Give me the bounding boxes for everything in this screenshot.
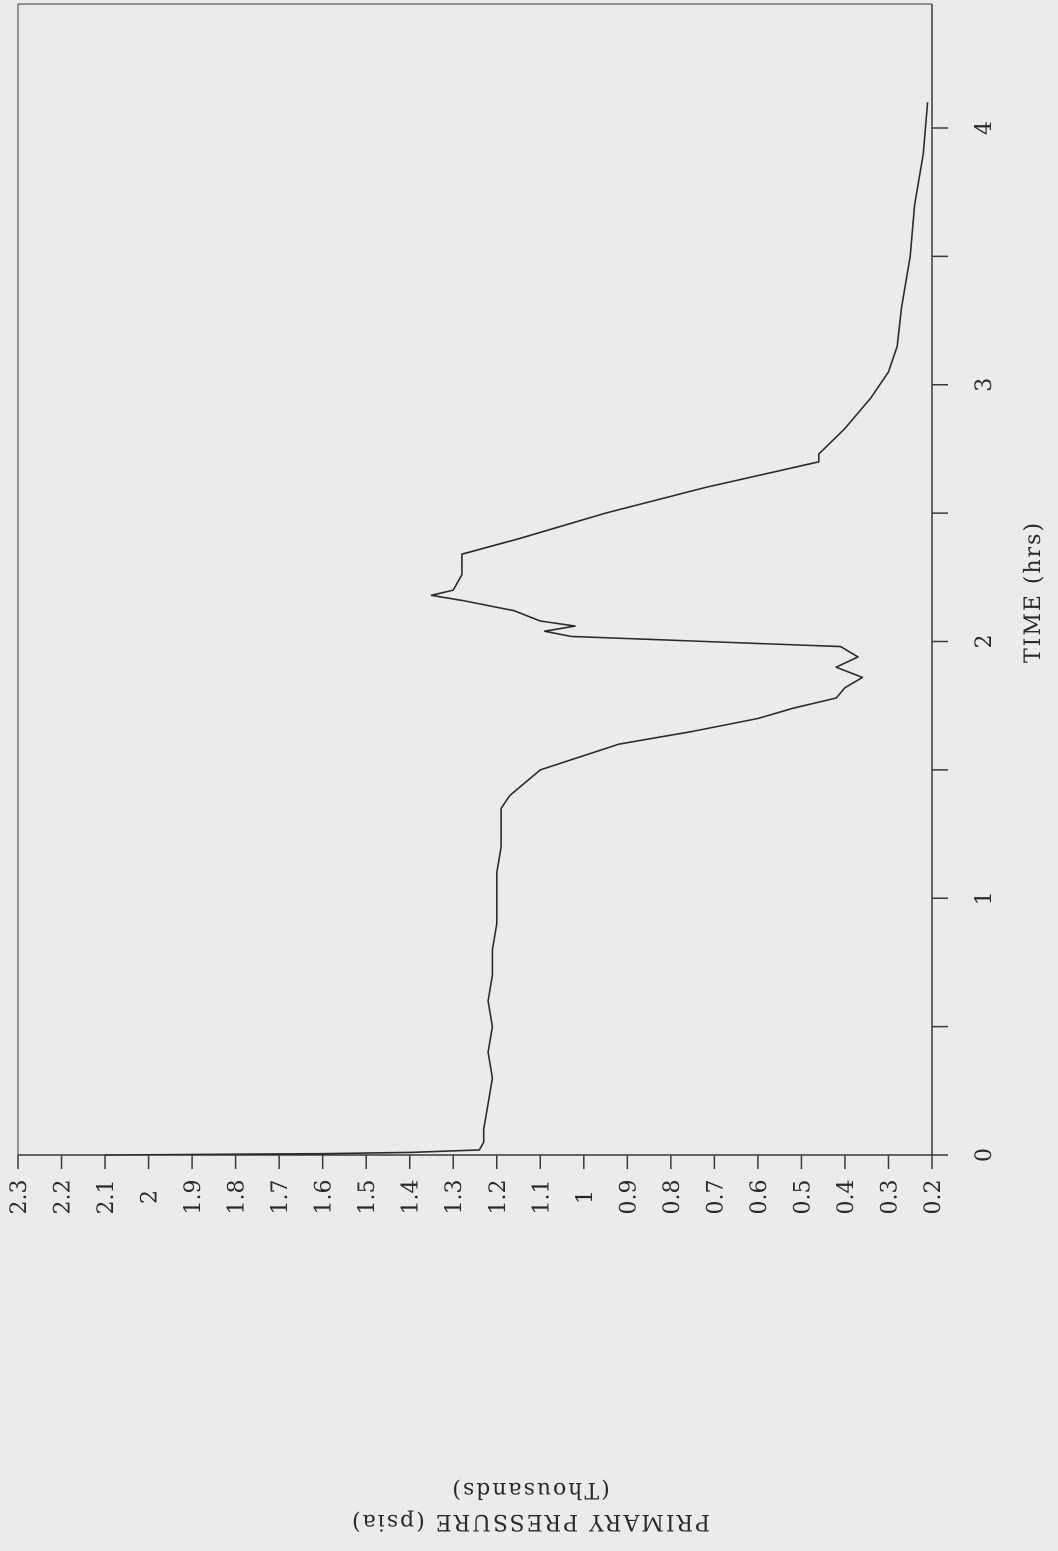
pressure-tick-label: 0.8 [660,1180,685,1215]
pressure-axis-tick-labels: 2.3 2.2 2.1 2 1.9 1.8 1.7 1.6 1.5 1.4 1.3 1.2 1.1 1 0.… [7,1180,946,1215]
series-group [104,102,929,1156]
pressure-tick-label: 1.7 [268,1180,293,1215]
pressure-tick-label: 1.1 [529,1180,554,1215]
pressure-tick-label: 2.3 [7,1180,32,1215]
time-axis-ticks [932,127,948,1156]
pressure-tick-label: 0.6 [747,1180,772,1215]
pressure-tick-label: 1.5 [355,1180,380,1215]
time-tick-label: 4 [972,121,997,135]
pressure-tick-label: 1.6 [312,1180,337,1215]
time-tick-label: 0 [972,1148,997,1162]
time-tick-label: 1 [972,891,997,905]
y-axis-title: PRIMARY PRESSURE (psia) [350,1509,710,1534]
pressure-tick-label: 1.8 [225,1180,250,1215]
pressure-tick-label: 0.9 [616,1180,641,1215]
pressure-tick-label: 1.9 [181,1180,206,1215]
pressure-tick-label: 0.7 [703,1180,728,1215]
pressure-tick-label: 2.2 [51,1180,76,1215]
time-axis-tick-labels: 0 1 2 3 4 [972,121,997,1162]
pressure-tick-label: 0.2 [921,1180,946,1215]
series-line-primary-pressure [104,102,929,1156]
y-axis-unit-note: (Thousands) [450,1477,609,1502]
pressure-tick-label: 2.1 [94,1180,119,1215]
time-tick-label: 3 [972,378,997,392]
pressure-tick-label: 0.4 [834,1180,859,1215]
time-tick-label: 2 [972,635,997,649]
pressure-tick-label: 2 [138,1190,163,1204]
x-axis-title: TIME (hrs) [1021,521,1046,663]
pressure-tick-label: 0.5 [790,1180,815,1215]
pressure-tick-label: 0.3 [877,1180,902,1215]
pressure-tick-label: 1.4 [399,1180,424,1215]
pressure-tick-label: 1 [573,1190,598,1204]
pressure-tick-label: 1.3 [442,1180,467,1215]
pressure-axis-ticks [17,1155,933,1169]
pressure-tick-label: 1.2 [486,1180,511,1215]
